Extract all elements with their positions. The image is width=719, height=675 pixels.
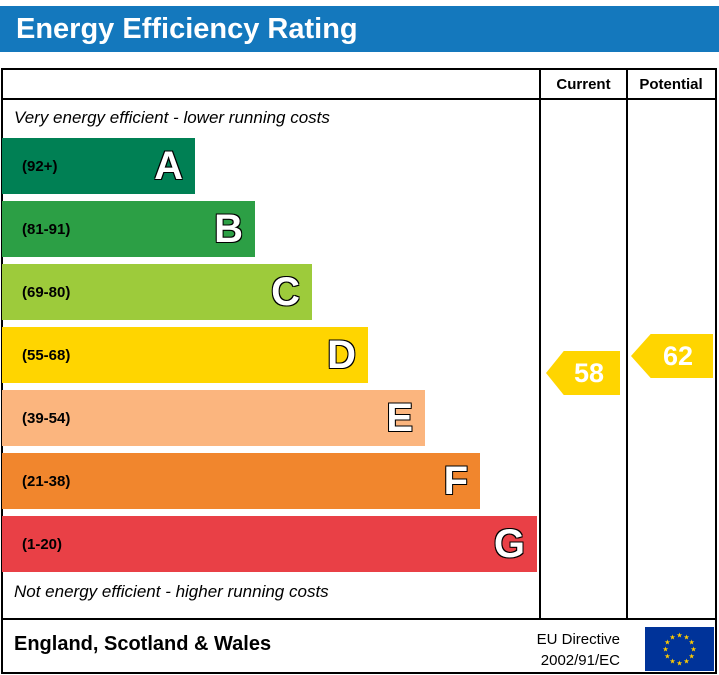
svg-text:★: ★ bbox=[664, 653, 670, 661]
band-range-d: (55-68) bbox=[22, 346, 71, 364]
svg-text:★: ★ bbox=[662, 646, 668, 654]
band-row-d: (55-68) D bbox=[2, 327, 539, 383]
band-bar-d: (55-68) D bbox=[2, 327, 368, 383]
eu-directive-label: EU Directive 2002/91/EC bbox=[490, 629, 620, 671]
band-row-a: (92+) A bbox=[2, 138, 539, 194]
eu-directive-line2: 2002/91/EC bbox=[540, 652, 620, 669]
column-header-current: Current bbox=[556, 75, 611, 93]
band-row-f: (21-38) F bbox=[2, 453, 539, 509]
footer-divider bbox=[1, 618, 717, 620]
band-bar-c: (69-80) C bbox=[2, 264, 312, 320]
eu-flag-icon: ★ ★ ★ ★ ★ ★ ★ ★ ★ ★ ★ ★ bbox=[645, 627, 714, 671]
column-divider-potential bbox=[626, 70, 628, 620]
band-bar-f: (21-38) F bbox=[2, 453, 480, 509]
footer-region-label: England, Scotland & Wales bbox=[14, 633, 272, 655]
svg-text:★: ★ bbox=[688, 653, 694, 661]
band-bar-a: (92+) A bbox=[2, 138, 195, 194]
band-bar-e: (39-54) E bbox=[2, 390, 425, 446]
band-letter-e: E bbox=[386, 396, 413, 440]
potential-rating-pointer: 62 bbox=[631, 334, 713, 378]
band-range-a: (92+) bbox=[22, 157, 58, 175]
column-divider-current bbox=[539, 70, 541, 620]
svg-text:★: ★ bbox=[676, 632, 682, 640]
svg-text:★: ★ bbox=[683, 658, 689, 666]
rating-bands: (92+) A (81-91) B (69-80) C (55-68) D (3 bbox=[2, 138, 539, 579]
band-letter-a: A bbox=[154, 144, 183, 188]
top-note: Very energy efficient - lower running co… bbox=[14, 108, 330, 127]
band-row-b: (81-91) B bbox=[2, 201, 539, 257]
band-range-f: (21-38) bbox=[22, 472, 71, 490]
svg-text:★: ★ bbox=[669, 633, 675, 641]
band-letter-f: F bbox=[443, 459, 468, 503]
page-title: Energy Efficiency Rating bbox=[0, 6, 719, 52]
svg-text:★: ★ bbox=[664, 639, 670, 647]
svg-text:★: ★ bbox=[688, 639, 694, 647]
svg-text:★: ★ bbox=[676, 660, 682, 668]
band-letter-d: D bbox=[327, 333, 356, 377]
header-divider bbox=[1, 98, 717, 100]
band-range-g: (1-20) bbox=[22, 535, 63, 553]
svg-text:★: ★ bbox=[690, 646, 696, 654]
band-range-c: (69-80) bbox=[22, 283, 71, 301]
band-letter-g: G bbox=[493, 522, 525, 566]
band-row-g: (1-20) G bbox=[2, 516, 539, 572]
current-rating-pointer: 58 bbox=[546, 351, 620, 395]
band-letter-c: C bbox=[271, 270, 300, 314]
band-row-e: (39-54) E bbox=[2, 390, 539, 446]
band-bar-g: (1-20) G bbox=[2, 516, 537, 572]
band-row-c: (69-80) C bbox=[2, 264, 539, 320]
bottom-note: Not energy efficient - higher running co… bbox=[14, 582, 329, 601]
svg-text:★: ★ bbox=[669, 658, 675, 666]
band-bar-b: (81-91) B bbox=[2, 201, 255, 257]
band-letter-b: B bbox=[214, 207, 243, 251]
band-range-b: (81-91) bbox=[22, 220, 71, 238]
svg-text:★: ★ bbox=[683, 633, 689, 641]
band-range-e: (39-54) bbox=[22, 409, 71, 427]
column-header-potential: Potential bbox=[639, 75, 703, 93]
eu-directive-line1: EU Directive bbox=[536, 631, 620, 648]
